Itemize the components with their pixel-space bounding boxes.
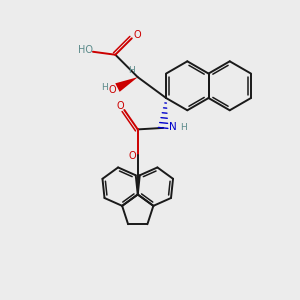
Text: H: H xyxy=(101,83,108,92)
Text: HO: HO xyxy=(78,45,93,55)
Polygon shape xyxy=(115,77,138,92)
Text: N: N xyxy=(169,122,177,132)
Text: O: O xyxy=(129,151,136,161)
Text: H: H xyxy=(128,66,135,75)
Text: O: O xyxy=(116,101,124,111)
Text: O: O xyxy=(108,85,116,95)
Text: H: H xyxy=(180,123,187,132)
Text: O: O xyxy=(133,30,141,40)
